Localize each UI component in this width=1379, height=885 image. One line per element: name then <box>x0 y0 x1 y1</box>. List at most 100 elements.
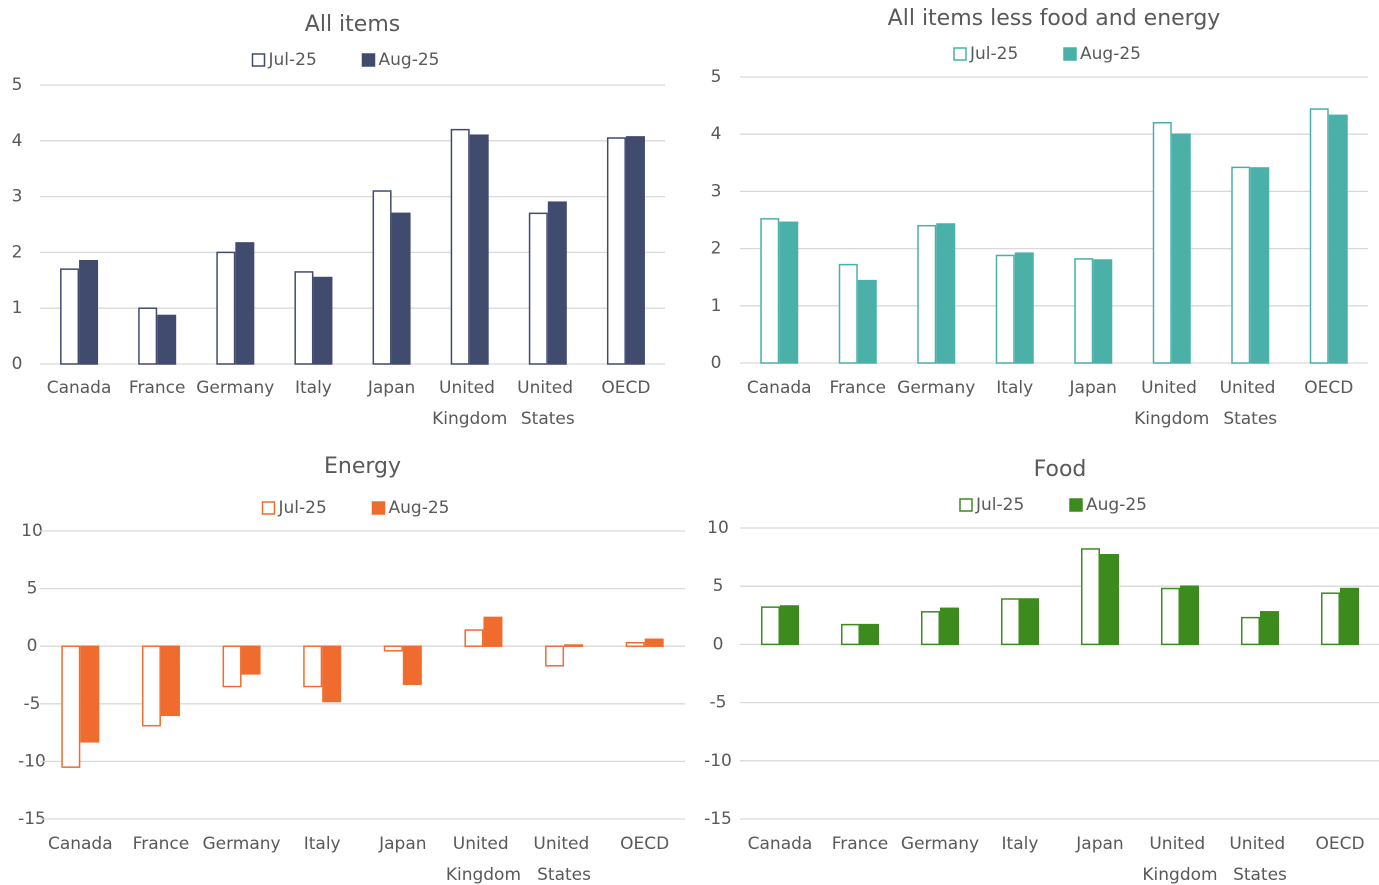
y-tick-label: 0 <box>27 636 38 656</box>
bar <box>1020 598 1039 646</box>
x-tick-label: Italy <box>295 378 332 398</box>
bar <box>1250 167 1270 364</box>
y-tick-label: 0 <box>713 634 724 654</box>
bar <box>545 645 565 667</box>
bar <box>1074 258 1094 364</box>
x-tick-label: France <box>133 834 190 854</box>
y-tick-label: 5 <box>12 75 23 95</box>
bar <box>1241 616 1260 646</box>
x-tick-label: United Kingdom <box>432 378 507 429</box>
bar <box>141 645 161 727</box>
x-tick-label: Canada <box>47 378 112 398</box>
bar <box>547 201 567 365</box>
y-tick-label: 2 <box>711 239 722 259</box>
y-tick-label: 4 <box>12 131 23 151</box>
x-tick-label: Japan <box>1075 834 1123 854</box>
x-tick-label: OECD <box>620 834 669 854</box>
bar <box>1161 587 1180 646</box>
bar <box>303 645 323 688</box>
y-tick-label: 10 <box>707 518 729 538</box>
legend-swatch <box>251 53 266 67</box>
legend-label: Aug-25 <box>1086 495 1147 515</box>
bar <box>780 605 799 646</box>
bar <box>841 623 860 646</box>
bar <box>606 137 626 365</box>
bar <box>528 212 548 365</box>
bar <box>1100 554 1119 646</box>
x-tick-label: United States <box>1220 378 1281 429</box>
bar <box>157 314 177 365</box>
legend-swatch <box>261 501 276 515</box>
x-tick-label: Japan <box>378 834 426 854</box>
x-tick-label: Italy <box>996 378 1033 398</box>
bar <box>917 224 937 364</box>
x-tick-label: Germany <box>202 834 280 854</box>
bar <box>995 254 1015 364</box>
bar <box>1231 166 1251 364</box>
bar <box>761 606 780 646</box>
bar <box>860 623 879 646</box>
y-tick-label: 5 <box>713 576 724 596</box>
bar <box>1171 133 1191 364</box>
bar <box>1001 598 1020 646</box>
x-tick-label: Italy <box>1002 834 1039 854</box>
legend-label: Aug-25 <box>1080 44 1141 64</box>
bar <box>322 645 342 703</box>
bar <box>483 616 503 647</box>
y-tick-label: 10 <box>21 521 43 541</box>
bar <box>760 218 780 364</box>
bar <box>402 645 422 685</box>
x-tick-label: Canada <box>48 834 113 854</box>
y-tick-label: 5 <box>27 579 38 599</box>
y-tick-label: 3 <box>12 187 23 207</box>
bar <box>1014 252 1034 364</box>
legend-swatch <box>361 53 376 67</box>
x-tick-label: OECD <box>1304 378 1353 398</box>
bar <box>857 279 877 364</box>
legend-swatch <box>1063 47 1077 61</box>
bar <box>391 212 411 365</box>
legend-label: Jul-25 <box>969 44 1018 64</box>
y-tick-label: -10 <box>704 751 732 771</box>
y-tick-label: 0 <box>711 353 722 373</box>
x-tick-label: Canada <box>748 834 813 854</box>
legend-label: Jul-25 <box>278 498 327 518</box>
x-tick-label: OECD <box>601 378 650 398</box>
bar <box>235 242 255 365</box>
bar <box>1309 108 1329 364</box>
y-tick-label: 1 <box>12 298 23 318</box>
x-tick-label: Japan <box>1069 378 1117 398</box>
chart-title: Food <box>1034 457 1087 482</box>
bar <box>1321 592 1340 646</box>
bar <box>644 638 664 647</box>
bar <box>160 645 180 717</box>
x-tick-label: Germany <box>897 378 975 398</box>
bar <box>294 271 314 365</box>
x-tick-label: Italy <box>304 834 341 854</box>
x-tick-label: Germany <box>901 834 979 854</box>
bar <box>216 251 236 365</box>
y-tick-label: 2 <box>12 242 23 262</box>
legend-label: Jul-25 <box>975 495 1024 515</box>
chart-title: All items <box>305 12 400 37</box>
x-tick-label: France <box>829 378 886 398</box>
y-tick-label: 3 <box>711 181 722 201</box>
y-tick-label: 1 <box>711 296 722 316</box>
bar <box>921 611 940 646</box>
bar <box>1152 122 1172 364</box>
x-tick-label: United Kingdom <box>1134 378 1209 429</box>
legend-label: Aug-25 <box>389 498 450 518</box>
bar <box>383 645 403 652</box>
bar <box>61 645 81 768</box>
bar <box>1328 114 1348 364</box>
bar <box>1340 587 1359 646</box>
x-tick-label: United States <box>1229 834 1290 885</box>
bar <box>564 644 584 647</box>
bar <box>313 276 333 365</box>
bar <box>1081 548 1100 646</box>
x-tick-label: United States <box>517 378 578 429</box>
x-tick-label: France <box>129 378 186 398</box>
bar <box>779 221 799 364</box>
y-tick-label: -5 <box>24 694 41 714</box>
x-tick-label: France <box>832 834 889 854</box>
